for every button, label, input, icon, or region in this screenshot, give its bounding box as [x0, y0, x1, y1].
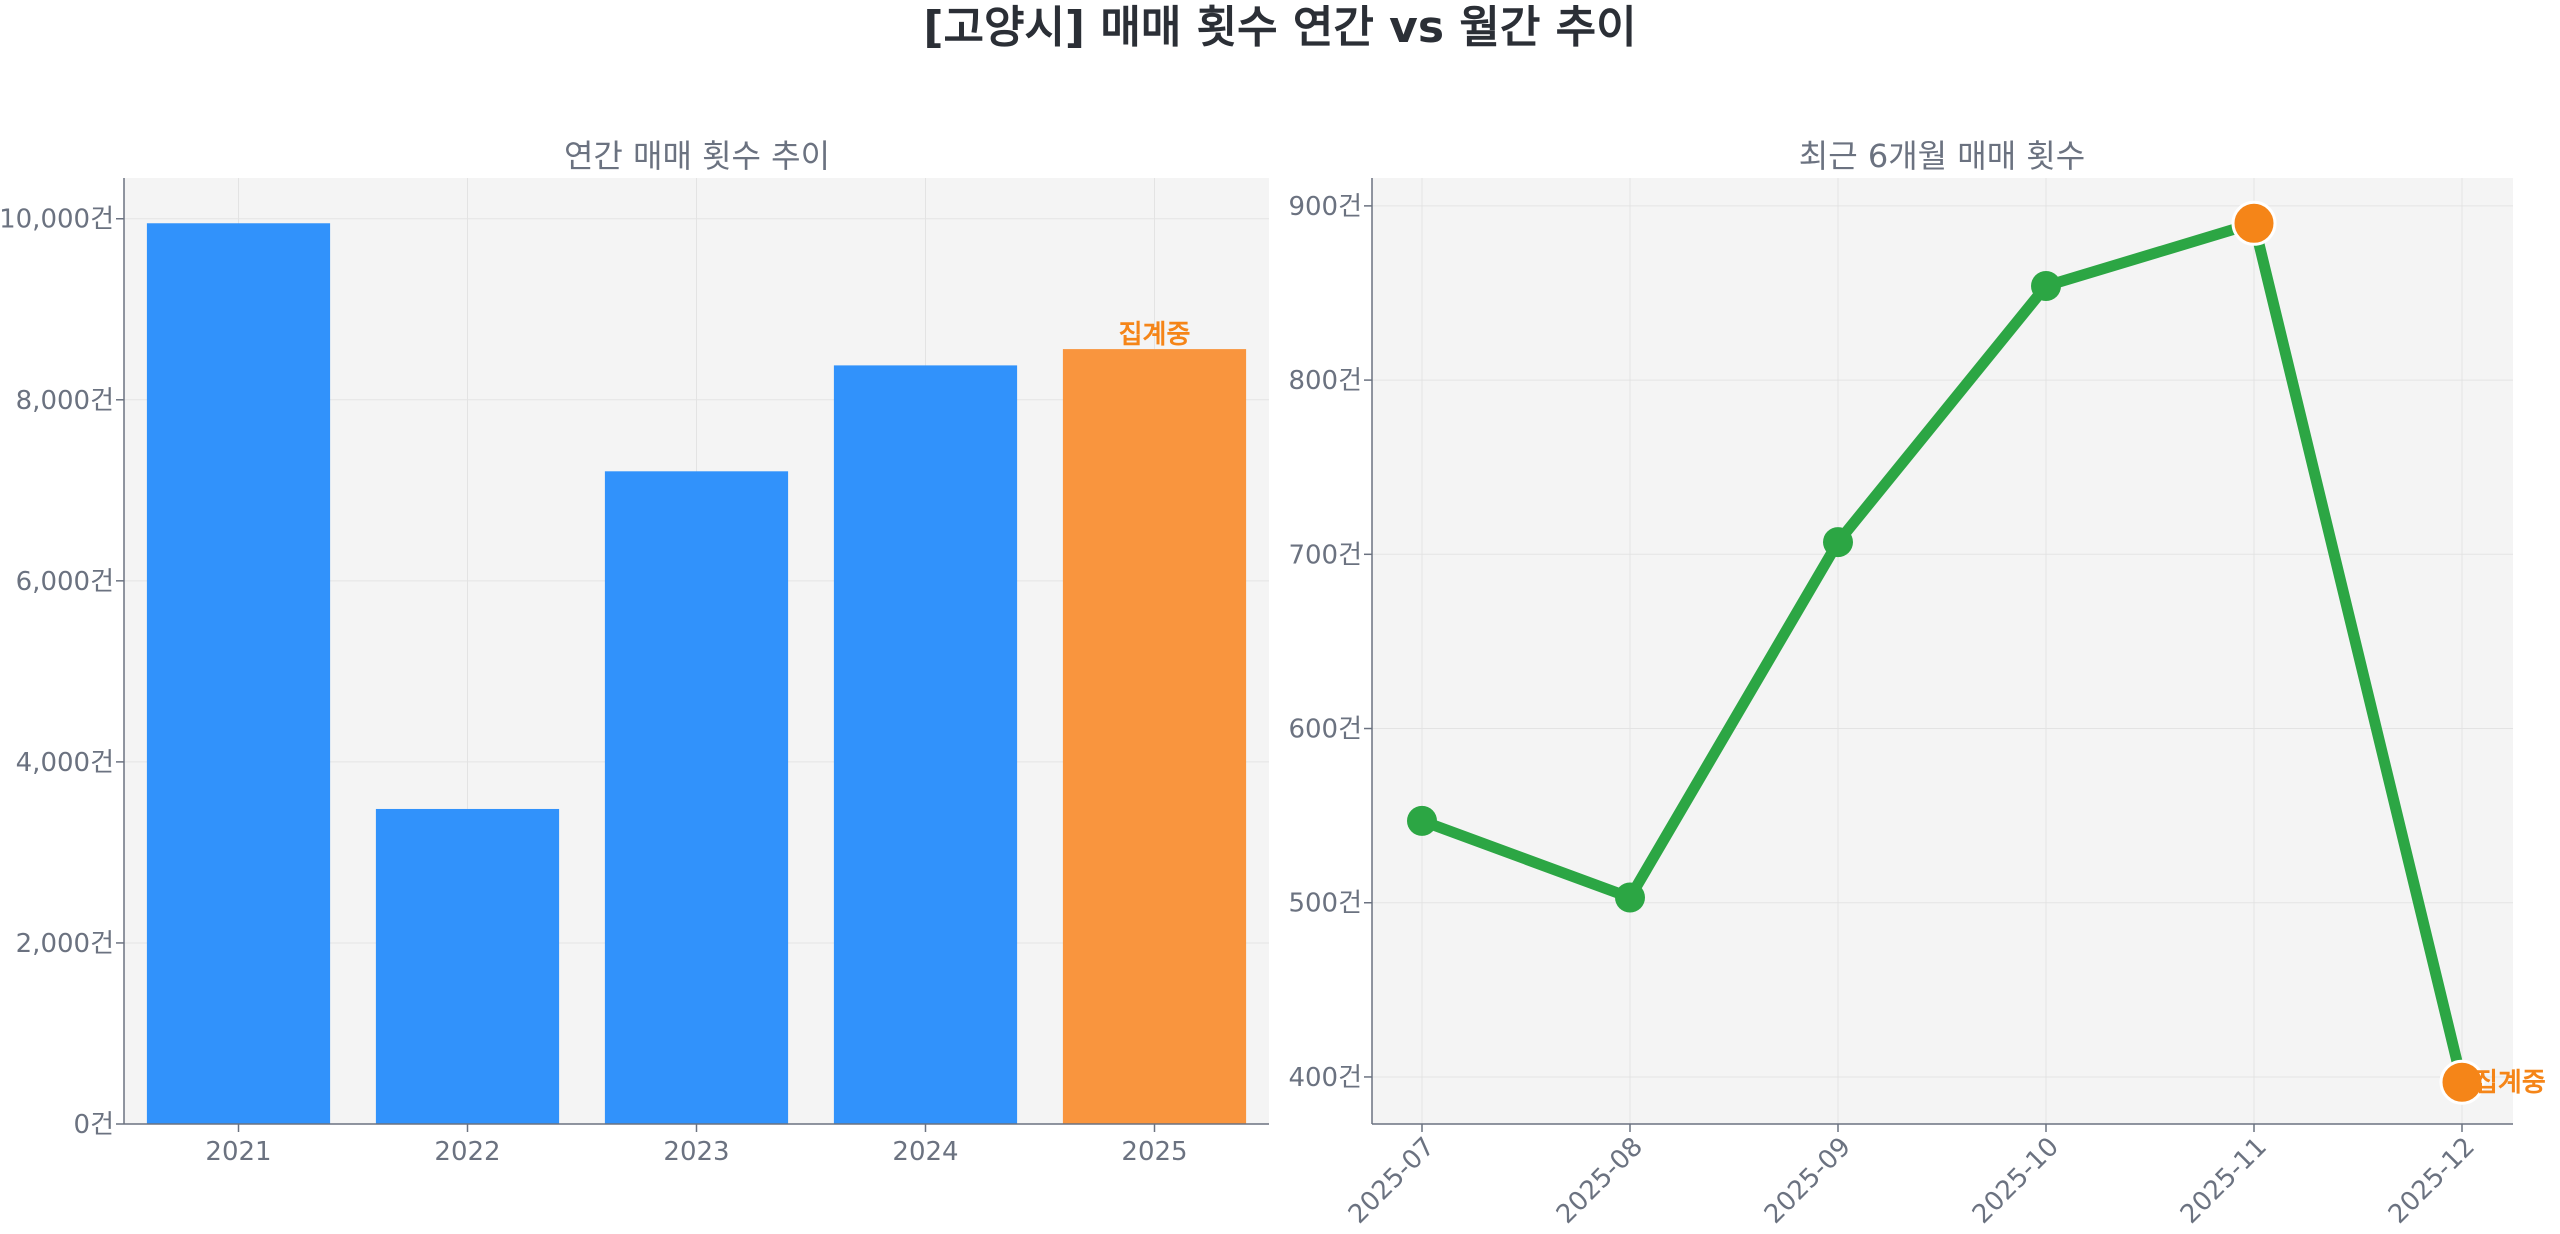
line-point-2025-11 [2231, 200, 2277, 246]
line-ytick-label: 600건 [1288, 715, 1362, 745]
bar-xtick-label: 2025 [1121, 1137, 1187, 1167]
bar-ytick-label: 6,000건 [16, 567, 114, 597]
bar-ytick-label: 4,000건 [16, 748, 114, 778]
bar-2024 [833, 365, 1018, 1124]
monthly-line-chart: 최근 6개월 매매 횟수 집계중 400건 500건 600건 700건 800건 900… [1288, 137, 2545, 1230]
bar-xtick-label: 2023 [663, 1137, 729, 1167]
bar-2022 [375, 808, 560, 1124]
bar-ytick-label: 0건 [74, 1110, 114, 1140]
line-point-2025-07 [1407, 805, 1437, 836]
bar-xtick-label: 2022 [434, 1137, 500, 1167]
bar-2021 [146, 223, 331, 1124]
line-ytick-label: 700건 [1288, 540, 1362, 570]
bar-ytick-label: 8,000건 [16, 386, 114, 416]
bar-xtick-label: 2021 [205, 1137, 271, 1167]
bar-annotation: 집계중 [1119, 320, 1191, 350]
annual-bar-chart: 연간 매매 횟수 추이 집계중 0건 2,000건 4,000건 6,000건 8,00… [0, 137, 1269, 1167]
line-point-2025-08 [1615, 882, 1645, 913]
bar-2025 [1062, 349, 1247, 1124]
line-point-2025-09 [1823, 527, 1853, 558]
line-ytick-label: 500건 [1288, 889, 1362, 919]
line-ytick-label: 900건 [1288, 192, 1362, 222]
line-plot-area [1372, 178, 2513, 1124]
line-xtick-label: 2025-12 [2383, 1132, 2481, 1230]
line-xtick-label: 2025-07 [1343, 1132, 1441, 1230]
line-xtick-label: 2025-09 [1759, 1132, 1857, 1230]
line-series [1416, 217, 2468, 1088]
line-chart-title: 최근 6개월 매매 횟수 [1799, 137, 2085, 175]
bar-xtick-label: 2024 [892, 1137, 958, 1167]
bar-ytick-label: 10,000건 [0, 205, 114, 235]
line-annotation: 집계중 [2474, 1068, 2546, 1098]
line-xtick-label: 2025-10 [1967, 1132, 2065, 1230]
line-xtick-label: 2025-11 [2175, 1132, 2273, 1230]
line-xtick-label: 2025-08 [1551, 1132, 1649, 1230]
line-ytick-label: 800건 [1288, 366, 1362, 396]
bar-2023 [604, 471, 789, 1124]
line-ytick-label: 400건 [1288, 1063, 1362, 1093]
line-point-2025-10 [2031, 271, 2061, 302]
bar-chart-title: 연간 매매 횟수 추이 [564, 137, 830, 175]
bar-ytick-label: 2,000건 [16, 929, 114, 959]
line-point-2025-12 [2439, 1059, 2485, 1105]
figure-title: [고양시] 매매 횟수 연간 vs 월간 추이 [923, 2, 1636, 53]
